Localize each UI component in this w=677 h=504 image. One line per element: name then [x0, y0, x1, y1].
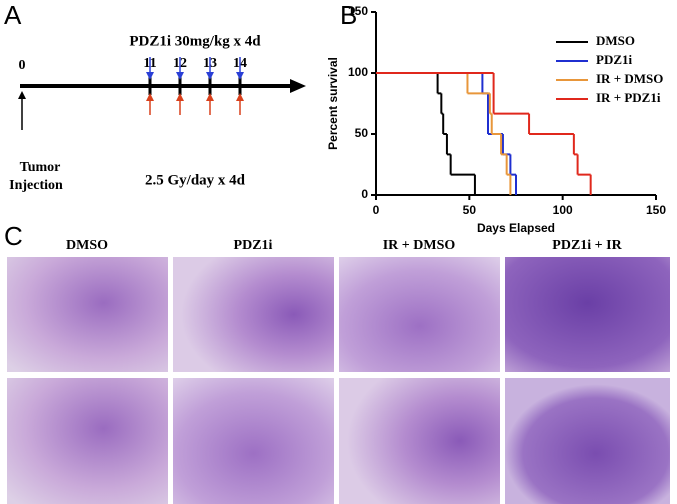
legend-label: DMSO [596, 33, 635, 48]
y-tick-label: 100 [348, 65, 368, 79]
x-tick-label: 0 [373, 203, 380, 217]
column-label: PDZ1i [234, 238, 273, 253]
histology: DMSO PDZ1i IR + DMSO PDZ1i + IR [7, 238, 670, 504]
legend-label: PDZ1i [596, 52, 633, 67]
histology-image [339, 257, 500, 372]
timeline-title: PDZ1i 30mg/kg x 4d [129, 33, 261, 49]
legend-label: IR + PDZ1i [596, 90, 661, 105]
histology-image [173, 257, 334, 372]
histology-image [339, 378, 500, 504]
histology-image [7, 257, 168, 372]
x-tick-label: 100 [553, 203, 573, 217]
arrowhead [146, 93, 154, 101]
arrowhead [236, 93, 244, 101]
y-tick-label: 0 [361, 187, 368, 201]
panel-label: C [4, 221, 23, 251]
histology-image [505, 257, 670, 372]
histology-image [173, 378, 334, 504]
histology-image [7, 378, 168, 504]
column-label: PDZ1i + IR [552, 238, 622, 253]
column-label: IR + DMSO [383, 238, 456, 253]
arrowhead [206, 93, 214, 101]
timeline: PDZ1i 30mg/kg x 4d Tumor Injection 2.5 G… [9, 33, 306, 193]
arrowhead [18, 91, 26, 99]
y-tick-label: 50 [355, 126, 369, 140]
day-label: 0 [19, 58, 26, 73]
arrowhead [290, 79, 306, 93]
panel-label: A [4, 0, 22, 30]
arrowhead [206, 72, 214, 80]
legend-label: IR + DMSO [596, 71, 663, 86]
timeline-bottom-label: 2.5 Gy/day x 4d [145, 172, 246, 188]
arrowhead [176, 93, 184, 101]
start-label: Injection [9, 178, 63, 193]
column-label: DMSO [66, 238, 108, 253]
panel-label: B [340, 0, 357, 30]
arrowhead [236, 72, 244, 80]
y-axis-label: Percent survival [326, 57, 340, 150]
arrowhead [146, 72, 154, 80]
histology-image [505, 378, 670, 504]
x-tick-label: 150 [646, 203, 666, 217]
arrowhead [176, 72, 184, 80]
y-tick-label: 150 [348, 4, 368, 18]
start-label: Tumor [20, 160, 61, 175]
x-tick-label: 50 [463, 203, 477, 217]
x-axis-label: Days Elapsed [477, 221, 555, 235]
